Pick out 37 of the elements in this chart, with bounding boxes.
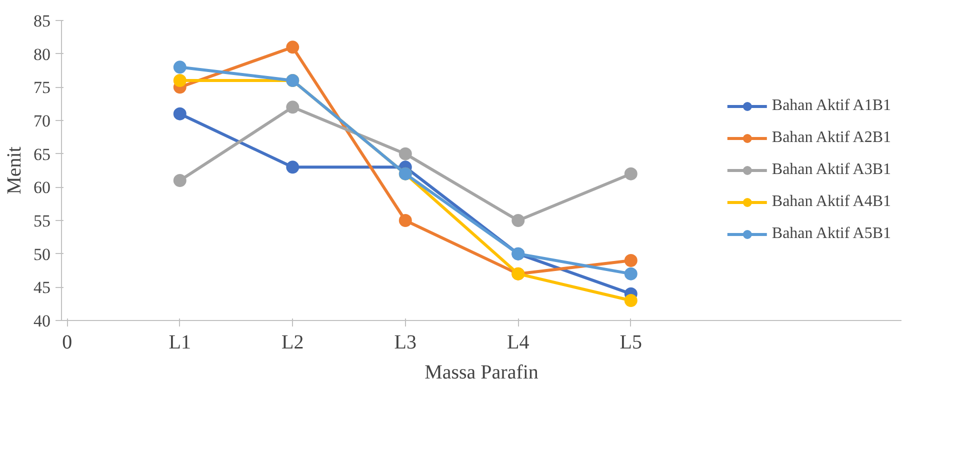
legend-label: Bahan Aktif A4B1 — [772, 193, 891, 211]
legend-label: Bahan Aktif A3B1 — [772, 161, 891, 179]
legend-label: Bahan Aktif A1B1 — [772, 97, 891, 115]
point — [624, 294, 638, 307]
point — [286, 40, 300, 54]
x-tick-label: L4 — [507, 332, 530, 354]
point — [398, 147, 412, 160]
x-tick-label: L1 — [168, 332, 191, 354]
point — [624, 267, 638, 280]
x-tick-label: L3 — [394, 332, 417, 354]
legend-label: Bahan Aktif A2B1 — [772, 129, 891, 147]
y-tick-label: 45 — [34, 278, 50, 298]
y-tick-label: 85 — [34, 12, 50, 30]
y-tick-label: 55 — [34, 212, 50, 230]
point — [398, 214, 412, 227]
y-tick-label: 70 — [34, 112, 50, 130]
x-axis-title: Massa Parafin — [424, 362, 538, 384]
point — [624, 254, 638, 267]
y-tick-label: 65 — [34, 144, 50, 164]
point — [286, 160, 300, 174]
x-tick-label: 0 — [62, 332, 72, 354]
point — [173, 174, 186, 187]
point — [286, 100, 300, 114]
point — [173, 60, 186, 74]
x-tick-label: L2 — [282, 332, 304, 354]
y-tick-label: 50 — [34, 244, 50, 264]
legend-label: Bahan Aktif A5B1 — [772, 225, 891, 243]
point — [624, 167, 638, 180]
y-tick-label: 80 — [34, 44, 50, 64]
y-tick-label: 75 — [34, 78, 50, 98]
y-axis-title: Menit — [4, 146, 26, 194]
x-tick-label: L5 — [620, 332, 642, 354]
y-tick-label: 40 — [34, 312, 50, 330]
point — [173, 107, 186, 120]
y-tick-label: 60 — [34, 178, 50, 198]
point — [173, 74, 186, 87]
point — [512, 214, 525, 227]
